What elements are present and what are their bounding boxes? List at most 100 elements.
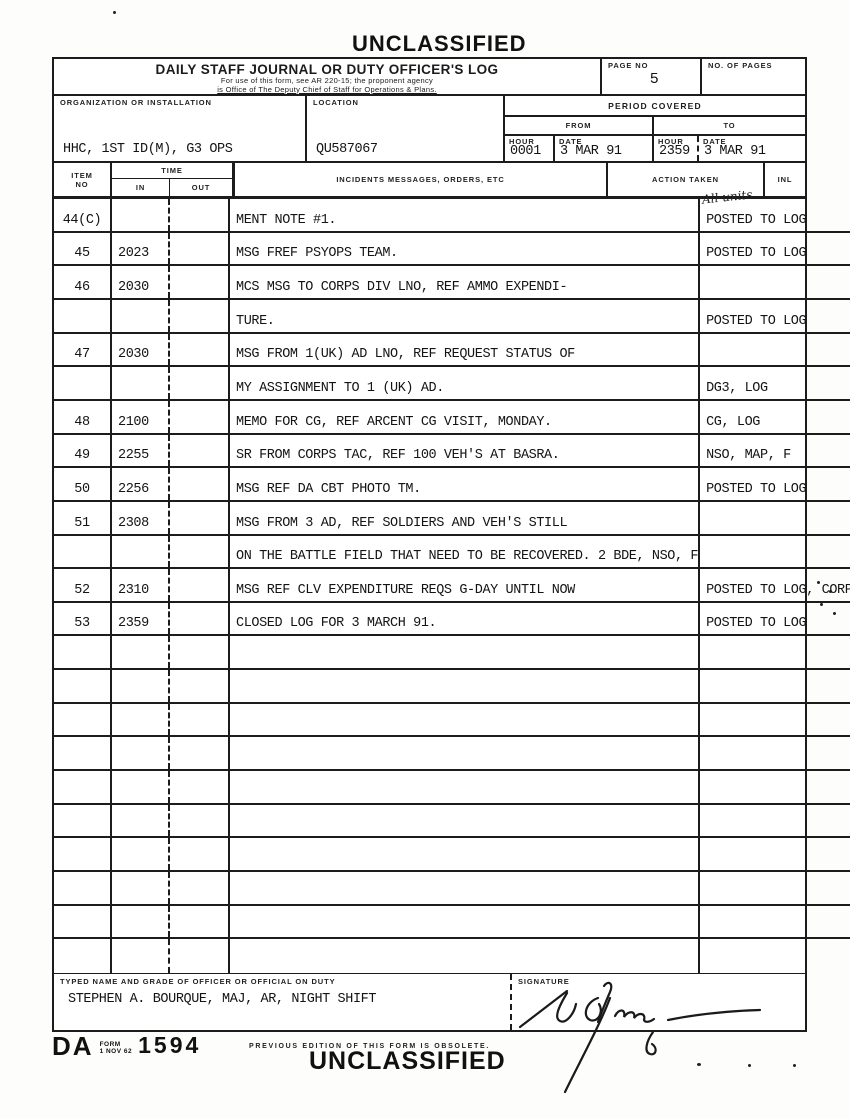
- item-no-cell: 47: [54, 333, 112, 366]
- item-no-cell: 44(C): [54, 199, 112, 231]
- incident-text-cell: MSG FROM 3 AD, REF SOLDIERS AND VEH'S ST…: [230, 501, 701, 534]
- action-taken-cell: [700, 636, 850, 668]
- incident-text-cell: MY ASSIGNMENT TO 1 (UK) AD.: [230, 367, 701, 399]
- action-taken-value: POSTED TO LOG: [706, 616, 807, 632]
- form-edition-stack: FORM 1 NOV 62: [100, 1041, 133, 1055]
- org-location-period-block: ORGANIZATION OR INSTALLATION HHC, 1ST ID…: [54, 96, 805, 163]
- table-row: [54, 939, 850, 973]
- item-no-header: ITEM NO: [54, 163, 112, 196]
- action-taken-value: POSTED TO LOG: [706, 212, 807, 228]
- action-taken-cell: [700, 536, 850, 568]
- item-no-cell: [54, 703, 112, 736]
- from-date-label: DATE: [559, 137, 583, 146]
- page-no-label: PAGE NO: [608, 61, 649, 70]
- organization-value: HHC, 1ST ID(M), G3 OPS: [63, 142, 233, 157]
- action-taken-cell: POSTED TO LOG: [700, 233, 850, 265]
- typed-name-cell: TYPED NAME AND GRADE OF OFFICER OR OFFIC…: [54, 974, 510, 1030]
- incident-text: SR FROM CORPS TAC, REF 100 VEH'S AT BASR…: [236, 448, 560, 464]
- time-in-value: 2308: [118, 515, 149, 531]
- form-title: DAILY STAFF JOURNAL OR DUTY OFFICER'S LO…: [155, 62, 499, 77]
- incident-text-cell: [230, 939, 701, 973]
- from-date-cell: DATE 3 MAR 91: [555, 136, 654, 161]
- item-no-value: 44(C): [62, 212, 102, 228]
- item-no-cell: 49: [54, 434, 112, 467]
- incident-text-cell: MEMO FOR CG, REF ARCENT CG VISIT, MONDAY…: [230, 400, 701, 433]
- table-row: 50 2256 MSG REF DA CBT PHOTO TM. POSTED …: [54, 468, 850, 502]
- time-in-value: 2023: [118, 246, 149, 262]
- incident-text: TURE.: [236, 313, 275, 329]
- table-row: 46 2030 MCS MSG TO CORPS DIV LNO, REF AM…: [54, 266, 850, 300]
- table-row: 45 2023 MSG FREF PSYOPS TEAM. POSTED TO …: [54, 232, 850, 267]
- incident-text-cell: [230, 670, 701, 702]
- item-no-cell: [54, 737, 112, 770]
- time-out-header: OUT: [191, 183, 211, 192]
- journal-table-body: 44(C) MENT NOTE #1. All units POSTED TO …: [54, 187, 850, 973]
- incident-text-cell: MSG REF CLV EXPENDITURE REQS G-DAY UNTIL…: [230, 569, 701, 601]
- table-row: 49 2255 SR FROM CORPS TAC, REF 100 VEH'S…: [54, 434, 850, 469]
- incident-text: MSG REF DA CBT PHOTO TM.: [236, 481, 421, 497]
- to-hour-value: 2359: [659, 144, 690, 159]
- form-title-cell: DAILY STAFF JOURNAL OR DUTY OFFICER'S LO…: [54, 59, 602, 94]
- form-edition-date: 1 NOV 62: [99, 1048, 133, 1055]
- incident-text-cell: [230, 636, 701, 669]
- obsolete-note: PREVIOUS EDITION OF THIS FORM IS OBSOLET…: [249, 1043, 490, 1050]
- item-no-value: 46: [74, 279, 90, 295]
- incident-text-cell: [230, 703, 701, 736]
- classification-banner-bottom: UNCLASSIFIED: [309, 1047, 506, 1075]
- incident-text-cell: ON THE BATTLE FIELD THAT NEED TO BE RECO…: [230, 535, 701, 568]
- action-taken-cell: [700, 771, 850, 803]
- item-no-cell: 52: [54, 569, 112, 601]
- time-in-cell: [112, 872, 170, 904]
- table-row: ON THE BATTLE FIELD THAT NEED TO BE RECO…: [54, 535, 850, 570]
- table-row: [54, 838, 850, 873]
- to-date-label: DATE: [703, 137, 727, 146]
- action-taken-cell: [700, 737, 850, 769]
- form-subtitle-line2: is Office of The Deputy Chief of Staff f…: [217, 84, 437, 94]
- item-no-cell: [54, 636, 112, 669]
- typed-name-label: TYPED NAME AND GRADE OF OFFICER OR OFFIC…: [60, 977, 336, 986]
- incident-text-cell: [230, 838, 701, 871]
- incident-text: CLOSED LOG FOR 3 MARCH 91.: [236, 616, 437, 632]
- incident-text: MEMO FOR CG, REF ARCENT CG VISIT, MONDAY…: [236, 414, 552, 430]
- time-in-cell: [112, 737, 170, 770]
- table-row: TURE. POSTED TO LOG Ji: [54, 299, 850, 334]
- action-taken-cell: [700, 939, 850, 973]
- period-covered-label: PERIOD COVERED: [505, 96, 805, 117]
- item-no-value: 51: [74, 515, 90, 531]
- page-no-cell: PAGE NO 5: [602, 59, 702, 94]
- time-out-cell: [170, 670, 230, 702]
- item-no-cell: [54, 939, 112, 973]
- incident-text-cell: [230, 737, 701, 770]
- incident-text-cell: MSG FREF PSYOPS TEAM.: [230, 232, 701, 265]
- time-in-value: 2030: [118, 279, 149, 295]
- from-to-header: FROM TO: [505, 117, 805, 136]
- form-prefix: DA: [52, 1031, 94, 1061]
- table-row: [54, 872, 850, 906]
- time-out-cell: [170, 232, 230, 265]
- time-in-cell: [112, 905, 170, 938]
- time-out-cell: [170, 737, 230, 770]
- typed-name-value: STEPHEN A. BOURQUE, MAJ, AR, NIGHT SHIFT: [68, 992, 377, 1007]
- action-taken-header: ACTION TAKEN: [608, 163, 765, 196]
- table-row: [54, 670, 850, 704]
- time-in-cell: [112, 838, 170, 871]
- table-row: u: [54, 636, 850, 671]
- time-out-cell: [170, 771, 230, 803]
- time-out-cell: [170, 367, 230, 399]
- time-in-cell: 2255: [112, 434, 170, 467]
- item-no-cell: [54, 670, 112, 702]
- action-taken-value: POSTED TO LOG: [706, 313, 807, 329]
- item-no-cell: 51: [54, 501, 112, 534]
- time-in-out-row: IN OUT: [112, 179, 232, 196]
- item-no-value: 47: [74, 347, 90, 363]
- action-taken-cell: [700, 266, 850, 298]
- table-row: [54, 905, 850, 940]
- time-in-cell: 2256: [112, 468, 170, 500]
- item-no-cell: 48: [54, 400, 112, 433]
- time-in-cell: 2030: [112, 333, 170, 366]
- time-out-cell: [170, 636, 230, 669]
- time-out-cell: [170, 333, 230, 366]
- from-label: FROM: [505, 117, 654, 134]
- from-hour-label: HOUR: [509, 137, 535, 146]
